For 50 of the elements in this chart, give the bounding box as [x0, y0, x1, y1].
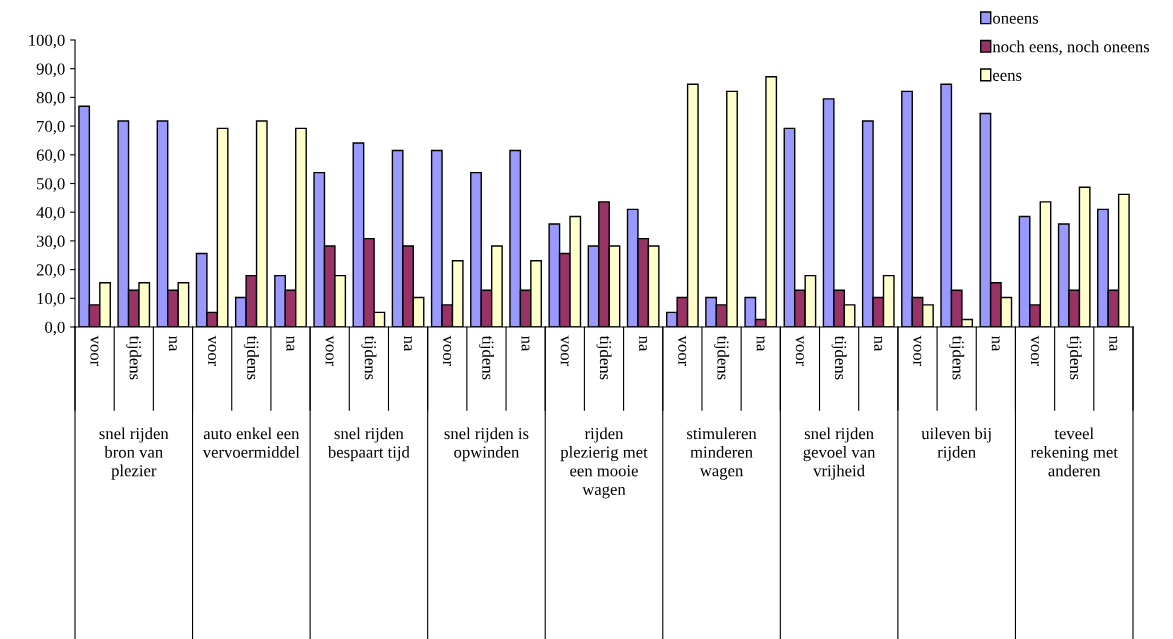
x-tick-label: na: [874, 335, 883, 352]
x-tick-label: tijdens: [478, 335, 494, 380]
x-tick-label: voor: [795, 335, 804, 367]
x-tick-label: tijdens: [949, 335, 965, 380]
y-tick-label: 50,0: [37, 178, 65, 192]
y-tick-label: 100,0: [29, 34, 65, 49]
text: stimuleren minderen wagen: [687, 427, 757, 480]
x-tick-label: voor: [207, 335, 216, 367]
x-tick-label: na: [286, 335, 295, 352]
x-tick-label: na: [991, 335, 1000, 352]
x-tick-label: tijdens: [831, 335, 847, 380]
x-tick-label: na: [756, 335, 765, 352]
legend-label: oneens: [993, 15, 1039, 24]
y-tick-label: 70,0: [37, 120, 65, 135]
y-tick-label: 40,0: [36, 206, 65, 221]
legend-label: noch eens, noch oneens: [992, 40, 1150, 55]
x-tick-label: tijdens: [714, 335, 730, 380]
text: auto enkel een vervoermiddel: [202, 427, 300, 458]
text: snel rijden bron van plezier: [99, 427, 169, 480]
y-tick-label: 20,0: [36, 264, 65, 278]
y-tick-label: 60,0: [36, 149, 65, 164]
legend-label: eens: [993, 72, 1022, 81]
text: snel rijden is opwinden: [444, 427, 529, 462]
x-tick-label: na: [1109, 335, 1118, 352]
x-tick-label: voor: [913, 335, 922, 367]
x-tick-label: tijdens: [243, 335, 259, 380]
x-tick-label: voor: [325, 335, 334, 367]
x-tick-label: voor: [90, 335, 99, 367]
x-tick-label: voor: [1030, 335, 1039, 367]
x-tick-label: tijdens: [596, 335, 612, 380]
text: rijden plezierig met een mooie wagen: [560, 427, 648, 499]
y-tick-label: 90,0: [36, 63, 65, 78]
x-tick-label: tijdens: [126, 335, 142, 380]
x-tick-label: voor: [443, 335, 452, 367]
y-tick-label: 10,0: [37, 293, 65, 307]
text: snel rijden gevoel van vrijheid: [803, 427, 876, 480]
x-tick-label: na: [639, 335, 648, 352]
x-tick-label: voor: [560, 335, 569, 367]
y-tick-label: 0,0: [45, 321, 65, 336]
x-tick-label: tijdens: [1066, 335, 1082, 380]
text: uileven bij rijden: [921, 427, 991, 462]
x-tick-label: voor: [678, 335, 687, 367]
y-tick-label: 80,0: [36, 92, 65, 106]
x-tick-label: na: [403, 335, 412, 352]
x-tick-label: na: [168, 335, 177, 352]
x-tick-label: na: [521, 335, 530, 352]
y-tick-label: 30,0: [36, 235, 65, 250]
text: teveel rekening met anderen: [1030, 427, 1118, 477]
text: snel rijden bespaart tijd: [327, 427, 410, 462]
x-tick-label: tijdens: [361, 335, 377, 380]
